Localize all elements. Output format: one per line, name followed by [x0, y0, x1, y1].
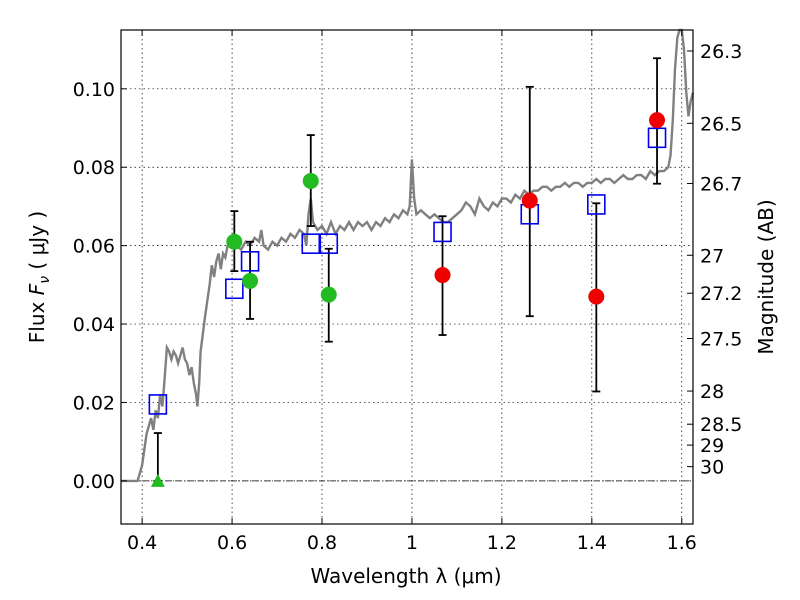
sed-curve [121, 28, 695, 483]
model-point [319, 233, 339, 254]
observed-point-red [649, 112, 666, 129]
x-tick-label: 0.8 [307, 532, 337, 554]
observed-point-green [242, 272, 259, 289]
x-tick-label: 1.2 [487, 532, 517, 554]
magnitude-tick-label: 26.7 [700, 173, 742, 195]
observed-point-red [521, 192, 538, 209]
y-tick-label: 0.10 [73, 79, 115, 101]
y-tick-label: 0.00 [73, 471, 115, 493]
magnitude-tick-label: 27 [700, 245, 724, 267]
observed-points [150, 112, 666, 487]
x-tick-label: 0.6 [217, 532, 247, 554]
model-point [587, 194, 606, 215]
model-point [148, 394, 168, 415]
model-point [225, 278, 244, 300]
upper-limit-marker [150, 473, 165, 487]
y-tick-label: 0.04 [73, 314, 115, 336]
sed-curve-group [121, 28, 695, 483]
magnitude-tick-label: 26.3 [700, 41, 742, 63]
x-axis-ticks: 0.4 0.6 0.8 1 1.2 1.4 1.6 [127, 30, 697, 554]
magnitude-tick-label: 28 [700, 381, 724, 403]
x-tick-label: 0.4 [127, 532, 157, 554]
observed-point-green [302, 172, 319, 189]
model-point [433, 221, 452, 243]
observed-point-red [588, 288, 605, 305]
observed-point-red [434, 267, 451, 284]
magnitude-axis-label: Magnitude (AB) [754, 199, 778, 354]
model-points [148, 127, 667, 415]
y-tick-label: 0.02 [73, 392, 115, 414]
y-tick-label: 0.08 [73, 157, 115, 179]
x-tick-label: 1.4 [577, 532, 607, 554]
observed-point-green [226, 233, 243, 250]
magnitude-tick-label: 28.5 [700, 414, 742, 436]
y-axis-ticks: 0.00 0.02 0.04 0.06 0.08 0.10 [73, 79, 127, 493]
magnitude-tick-label: 27.5 [700, 329, 742, 351]
x-tick-label: 1 [406, 532, 418, 554]
magnitude-tick-label: 27.2 [700, 283, 742, 305]
x-axis-label: Wavelength λ (μm) [310, 564, 501, 588]
grid [121, 30, 693, 524]
y-tick-label: 0.06 [73, 236, 115, 258]
y-axis-label: Flux Fν ( μJy ) [25, 211, 53, 343]
observed-point-green [320, 286, 337, 303]
plot-frame [120, 29, 694, 525]
model-point [301, 233, 321, 254]
magnitude-tick-label: 26.5 [700, 113, 742, 135]
magnitude-tick-label: 29 [700, 435, 724, 457]
magnitude-tick-label: 30 [700, 457, 724, 479]
model-point [647, 127, 667, 149]
x-tick-label: 1.6 [667, 532, 697, 554]
model-point [240, 251, 260, 272]
